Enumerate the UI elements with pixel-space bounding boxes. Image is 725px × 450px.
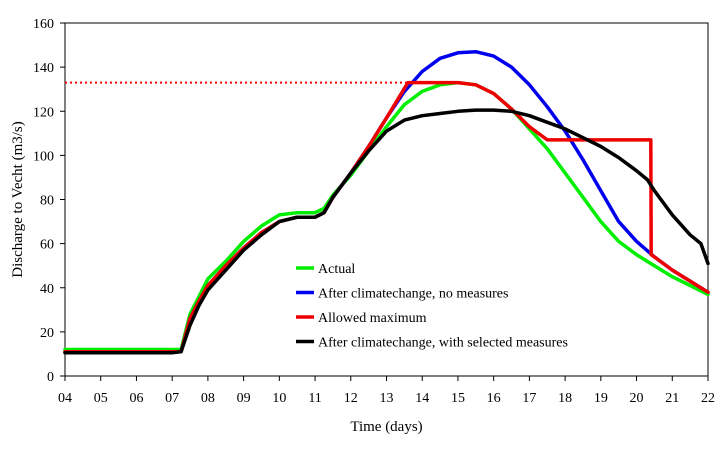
x-tick-label: 21 <box>665 391 679 406</box>
x-tick-label: 11 <box>308 391 321 406</box>
x-tick-label: 05 <box>94 391 108 406</box>
y-tick-label: 100 <box>33 149 54 164</box>
y-tick-label: 0 <box>47 370 54 385</box>
x-tick-label: 15 <box>451 391 465 406</box>
legend-label: After climatechange, with selected measu… <box>318 336 568 351</box>
x-tick-label: 10 <box>272 391 286 406</box>
legend-label: Allowed maximum <box>318 311 427 326</box>
x-tick-label: 20 <box>630 391 644 406</box>
x-tick-label: 08 <box>201 391 215 406</box>
series-line-4 <box>63 108 710 355</box>
x-tick-label: 14 <box>415 391 429 406</box>
x-tick-label: 04 <box>58 391 72 406</box>
y-tick-label: 80 <box>40 194 54 209</box>
series-line-3 <box>63 80 710 354</box>
y-tick-label: 20 <box>40 326 54 341</box>
legend: Actual After climatechange, no measures Al… <box>296 262 568 351</box>
y-tick-label: 40 <box>40 282 54 297</box>
series-layer <box>63 49 710 355</box>
y-tick-label: 60 <box>40 238 54 253</box>
x-tick-label: 18 <box>558 391 572 406</box>
x-tick-label: 16 <box>487 391 501 406</box>
legend-label: Actual <box>318 262 355 277</box>
x-tick-label: 17 <box>522 391 536 406</box>
x-tick-label: 09 <box>237 391 251 406</box>
x-tick-label: 07 <box>165 391 179 406</box>
x-tick-label: 13 <box>380 391 394 406</box>
series-line-1 <box>63 80 710 352</box>
x-tick-label: 06 <box>129 391 143 406</box>
y-axis-title: Discharge to Vecht (m3/s) <box>10 121 26 278</box>
x-tick-label: 22 <box>701 391 715 406</box>
x-axis-title: Time (days) <box>350 419 422 435</box>
tick-layer: 04 05 06 07 08 09 10 11 12 13 14 15 16 17 18 19 20 21 22 0 2… <box>33 17 715 406</box>
y-tick-label: 120 <box>33 105 54 120</box>
x-tick-label: 19 <box>594 391 608 406</box>
x-tick-label: 12 <box>344 391 358 406</box>
y-tick-label: 160 <box>33 17 54 32</box>
y-tick-label: 140 <box>33 61 54 76</box>
legend-label: After climatechange, no measures <box>318 287 508 302</box>
